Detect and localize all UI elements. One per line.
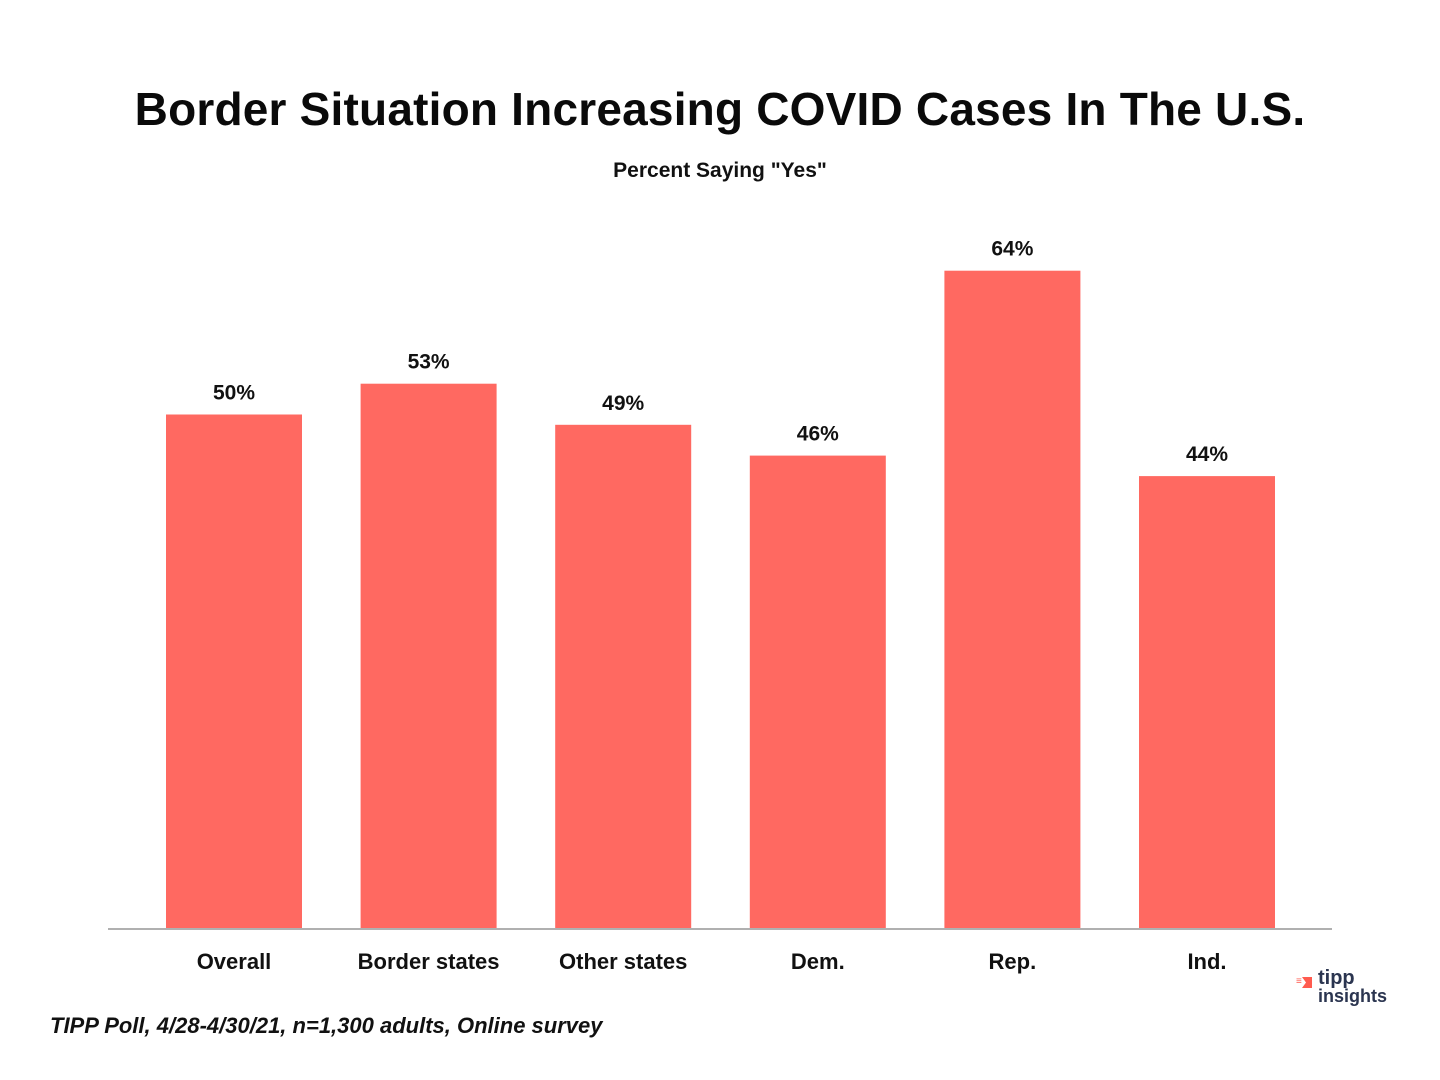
logo-flag-icon: [1302, 977, 1312, 988]
chart-subtitle: Percent Saying "Yes": [613, 159, 827, 182]
value-label: 53%: [408, 351, 450, 374]
logo-text-insights: insights: [1318, 986, 1388, 1006]
value-labels-group: 50% 53% 49% 46% 64% 44%: [213, 238, 1228, 466]
value-label: 64%: [991, 238, 1033, 261]
chart-title: Border Situation Increasing COVID Cases …: [134, 83, 1306, 135]
category-label: Ind.: [1187, 949, 1226, 974]
value-label: 50%: [213, 382, 255, 405]
value-label: 46%: [797, 423, 839, 446]
value-label: 49%: [602, 392, 644, 415]
logo-rays-icon: ≡: [1296, 976, 1302, 987]
source-note: TIPP Poll, 4/28-4/30/21, n=1,300 adults,…: [50, 1013, 603, 1038]
category-label: Border states: [358, 949, 500, 974]
logo-text-tipp: tipp: [1318, 967, 1355, 989]
category-label: Rep.: [989, 949, 1037, 974]
category-label: Dem.: [791, 949, 845, 974]
value-label: 44%: [1186, 443, 1228, 466]
bar-overall: [166, 414, 302, 928]
tipp-insights-logo: ≡ tipp insights: [1296, 967, 1406, 1010]
bar-other-states: [555, 424, 692, 928]
bars-group: [166, 270, 1275, 928]
bar-rep: [944, 270, 1081, 928]
category-labels-group: Overall Border states Other states Dem. Rep.…: [197, 949, 1227, 974]
bar-ind: [1139, 476, 1275, 928]
category-label: Other states: [559, 949, 687, 974]
category-label: Overall: [197, 949, 272, 974]
bar-dem: [749, 455, 886, 928]
bar-border-states: [360, 383, 497, 928]
